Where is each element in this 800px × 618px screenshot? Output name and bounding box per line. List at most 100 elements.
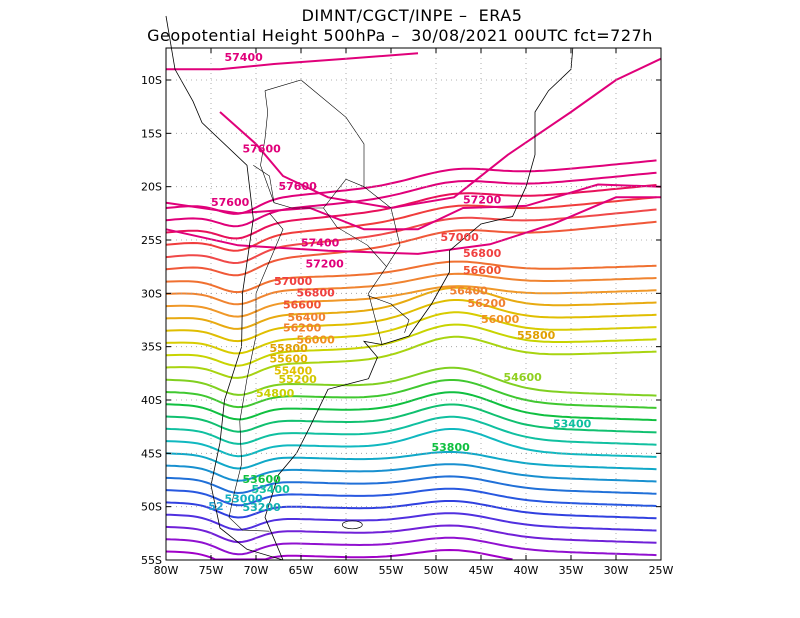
lon-tick-label: 50W [424,564,449,577]
contour-label: 57400 [301,236,340,249]
contour-line [165,323,657,367]
contour-line [165,299,657,343]
contour-line [165,450,657,471]
axis-frame: 80W 75W 70W 65W 60W 55W 50W 45W 40W 35W 30W 25W 10S 1… [141,47,674,577]
contour-line [165,403,657,434]
contour-label: 53800 [432,441,471,454]
lon-tick-label: 80W [154,564,179,577]
contour-label: 56600 [463,264,502,277]
contour-label: 55800 [270,342,309,355]
contour-label: 53400 [252,483,291,496]
contour-line [165,208,657,265]
country-border [323,207,387,267]
contour-line [165,183,662,231]
contour-line [165,391,657,422]
lon-tick-label: 75W [199,564,224,577]
contour-line [165,260,657,294]
contour-label: 54600 [504,371,543,384]
contour-label: 56400 [288,311,327,324]
contour-label: 55200 [279,373,318,386]
contour-label: 57600 [243,143,282,156]
country-border [228,213,284,532]
contour-line [165,311,657,355]
lat-lon-grid [166,48,661,560]
map-title: DIMNT/CGCT/INPE – ERA5 [301,6,523,25]
map-subtitle: Geopotential Height 500hPa – 30/08/2021 … [147,26,653,45]
lat-tick-label: 30S [141,287,162,300]
falkland-islands [341,520,363,530]
contour-line [165,379,657,409]
lon-tick-label: 60W [334,564,359,577]
contour-line [165,171,657,228]
lon-tick-label: 25W [649,564,674,577]
south-america-coastline [165,15,574,561]
contour-line [165,196,657,252]
lat-tick-label: 40S [141,394,162,407]
geopotential-contours [165,52,662,561]
contour-line [165,548,513,561]
contour-line [165,196,661,255]
lon-tick-label: 55W [379,564,404,577]
contour-line [165,272,657,306]
plot-frame [165,47,662,561]
lat-tick-label: 25S [141,234,162,247]
country-border [264,79,401,345]
contour-label: 56400 [450,284,489,297]
lon-tick-label: 35W [559,564,584,577]
contour-label: 55800 [517,329,556,342]
contour-line [166,52,419,71]
contour-line [165,512,657,532]
lat-tick-label: 45S [141,447,162,460]
contour-label: 57400 [225,51,264,64]
contour-line [165,285,657,318]
contour-label: 56200 [283,322,322,335]
lat-tick-label: 55S [141,554,162,567]
contour-label: 53400 [553,418,592,431]
contour-label: 55400 [274,364,313,377]
lon-tick-label: 30W [604,564,629,577]
contour-line [165,487,657,507]
contour-line [165,415,657,446]
contour-label: 56200 [468,297,507,310]
lat-tick-label: 10S [141,74,162,87]
contour-label: 53000 [225,492,264,505]
lat-tick-label: 50S [141,501,162,514]
contour-label: 57200 [306,258,345,271]
lat-tick-label: 35S [141,341,162,354]
contour-line [165,463,657,483]
country-border [367,295,410,333]
contour-line [165,366,657,397]
contour-label: 53200 [243,501,282,514]
contour-label: 57200 [463,194,502,207]
contour-label: 52 [208,500,223,513]
contour-line [165,159,657,215]
lon-tick-label: 70W [244,564,269,577]
contour-label: 57000 [441,231,480,244]
contour-label: 56600 [283,298,322,311]
contour-label: 54800 [256,387,295,400]
contour-line [165,335,657,379]
contour-line [165,475,657,495]
contour-line [165,500,657,520]
contour-label: 56000 [297,334,336,347]
contour-label: 57600 [211,196,250,209]
contour-line [165,536,657,557]
contour-label: 57600 [279,180,318,193]
contour-label: 55600 [270,353,309,366]
contour-label: 56000 [481,313,520,326]
contour-line [165,184,657,240]
country-border [253,165,275,203]
contour-label: 53600 [243,473,282,486]
contour-label: 57000 [274,275,313,288]
contour-line [219,57,662,210]
lon-tick-label: 65W [289,564,314,577]
contour-label: 56800 [463,247,502,260]
lat-tick-label: 15S [141,127,162,140]
contour-line [165,524,657,544]
coastlines [165,15,574,561]
contour-line [165,428,657,458]
lon-tick-label: 40W [514,564,539,577]
contour-labels: 57400 57600 57600 57600 57400 57200 57200 57000… [208,51,591,514]
lat-tick-label: 20S [141,181,162,194]
